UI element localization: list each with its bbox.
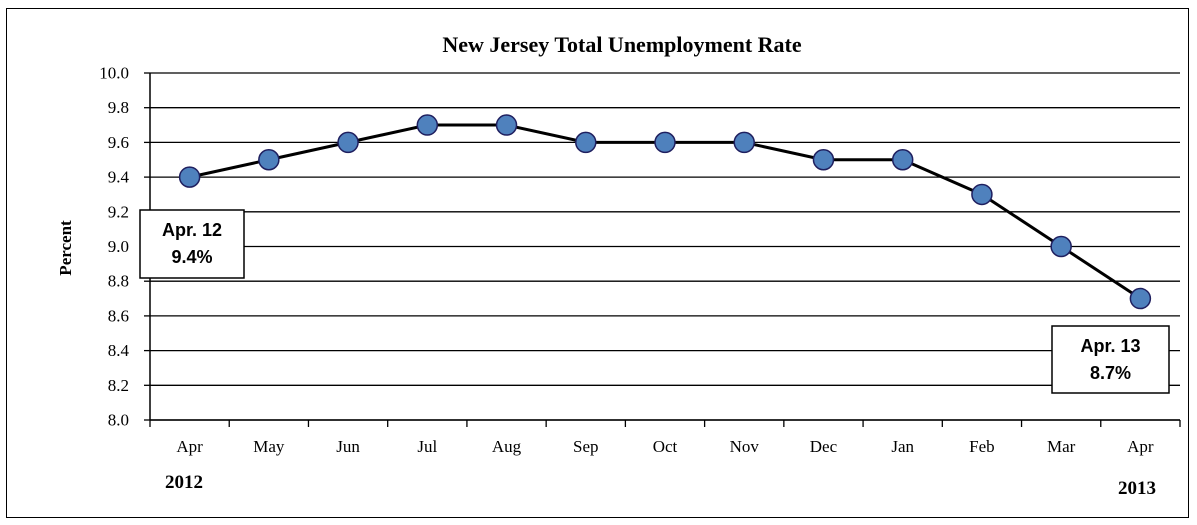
- data-point: [1129, 287, 1152, 310]
- y-tick-label: 9.8: [108, 98, 129, 117]
- data-point: [416, 114, 439, 136]
- x-tick-label: Nov: [730, 437, 760, 456]
- y-tick-label: 8.6: [108, 306, 129, 325]
- x-tick-label: Dec: [810, 437, 838, 456]
- data-points: [178, 114, 1152, 310]
- x-tick-label: Sep: [573, 437, 599, 456]
- data-point: [812, 149, 835, 171]
- x-tick-label: Feb: [969, 437, 995, 456]
- data-point: [1050, 235, 1072, 258]
- y-tick-label: 10.0: [99, 64, 129, 83]
- y-tick-label: 9.0: [108, 237, 129, 256]
- y-tick-label: 9.2: [108, 202, 129, 221]
- data-point: [891, 149, 914, 171]
- gridlines: [150, 72, 1180, 421]
- y-axis-label: Percent: [56, 220, 75, 276]
- callout-line2: 8.7%: [1090, 363, 1131, 383]
- y-tick-label: 8.4: [108, 341, 130, 360]
- callout-line1: Apr. 13: [1080, 336, 1140, 356]
- chart-title: New Jersey Total Unemployment Rate: [442, 32, 802, 57]
- callout-line1: Apr. 12: [162, 220, 222, 240]
- y-tick-label: 8.8: [108, 272, 129, 291]
- callout-frame: [1051, 325, 1170, 394]
- y-tick-label: 8.0: [108, 411, 129, 430]
- data-point: [575, 131, 597, 154]
- data-point: [733, 131, 755, 154]
- callout-frame: [139, 209, 245, 279]
- callouts: Apr. 12 9.4% Apr. 13 8.7%: [139, 209, 1170, 394]
- y-tick-label: 9.6: [108, 133, 129, 152]
- x-tick-label: Aug: [492, 437, 522, 456]
- callout-box: Apr. 13 8.7%: [1051, 325, 1170, 394]
- year-end-label: 2013: [1118, 478, 1156, 499]
- data-point: [337, 131, 359, 154]
- callout-line2: 9.4%: [171, 247, 212, 267]
- y-tick-label: 9.4: [108, 168, 130, 187]
- y-tick-label: 8.2: [108, 376, 129, 395]
- y-tick-labels: 8.0 8.2 8.4 8.6 8.8 9.0 9.2 9.4 9.6 9.8 10.0: [99, 64, 129, 430]
- data-point: [258, 149, 280, 171]
- x-tick-label: May: [253, 437, 285, 456]
- year-start-label: 2012: [165, 472, 203, 493]
- x-tick-labels: Apr May Jun Jul Aug Sep Oct Nov Dec Jan Feb Mar Apr: [176, 437, 1154, 456]
- x-tick-label: Apr: [176, 437, 203, 456]
- data-point: [654, 131, 676, 154]
- x-tick-label: Jan: [891, 437, 914, 456]
- x-tick-label: Jun: [336, 437, 360, 456]
- data-point: [178, 166, 201, 188]
- x-tick-label: Apr: [1127, 437, 1154, 456]
- x-tick-label: Oct: [653, 437, 678, 456]
- x-tick-label: Mar: [1047, 437, 1076, 456]
- axes: [144, 72, 1181, 427]
- data-point: [971, 183, 993, 206]
- x-tick-label: Jul: [417, 437, 437, 456]
- callout-box: Apr. 12 9.4%: [139, 209, 245, 279]
- data-point: [495, 114, 518, 136]
